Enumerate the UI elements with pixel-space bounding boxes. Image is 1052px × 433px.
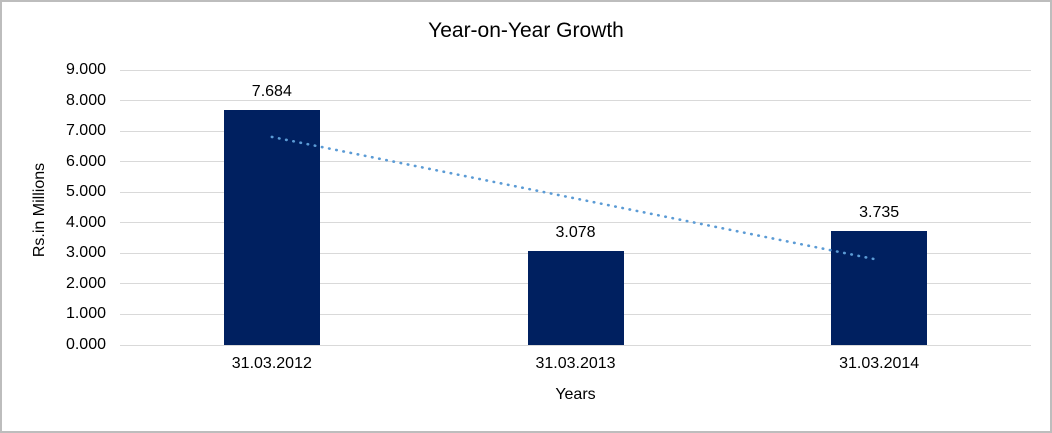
y-axis-tick-label: 8.000	[65, 91, 106, 109]
y-axis-tick-label: 3.000	[65, 244, 106, 262]
bar-data-label: 3.735	[859, 203, 900, 221]
bar-31.03.2014	[831, 230, 928, 345]
plot-area	[120, 69, 1031, 346]
x-axis-title: Years	[555, 386, 596, 403]
y-axis-tick-label: 6.000	[65, 152, 106, 170]
x-axis-tick-label: 31.03.2013	[535, 355, 616, 372]
x-axis-tick-label: 31.03.2012	[231, 355, 312, 372]
gridline	[120, 161, 1031, 163]
gridline	[120, 69, 1031, 71]
bar-data-label: 3.078	[555, 223, 596, 241]
x-axis-tick-label: 31.03.2014	[839, 355, 920, 372]
gridline	[120, 222, 1031, 224]
chart-title: Year-on-Year Growth	[428, 19, 624, 42]
y-axis-tick-label: 0.000	[65, 336, 106, 353]
y-axis-tick-label: 5.000	[65, 183, 106, 201]
bar-data-label: 7.684	[251, 83, 292, 101]
gridline	[120, 191, 1031, 193]
gridline	[120, 100, 1031, 102]
y-axis-tick-label: 9.000	[65, 61, 106, 78]
bar-31.03.2012	[223, 110, 320, 345]
y-axis-tick-label: 1.000	[65, 305, 106, 323]
y-axis-tick-label: 4.000	[65, 213, 106, 231]
gridline	[120, 130, 1031, 132]
y-axis-tick-label: 2.000	[65, 274, 106, 292]
bar-31.03.2013	[527, 250, 624, 345]
y-axis-tick-label: 7.000	[65, 122, 106, 140]
linear-trendline	[270, 135, 881, 262]
gridline	[120, 344, 1031, 346]
trendline-dotted-line	[270, 135, 881, 262]
